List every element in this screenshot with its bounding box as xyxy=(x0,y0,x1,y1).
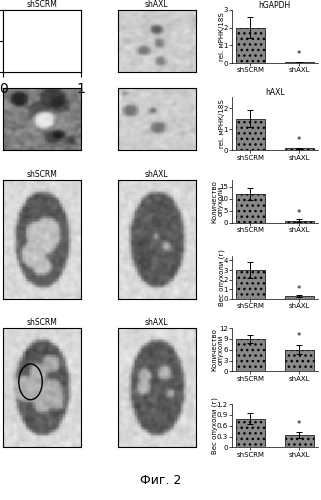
Bar xyxy=(285,220,314,223)
Text: *: * xyxy=(297,209,301,218)
Y-axis label: Количество
опухоли: Количество опухоли xyxy=(211,180,223,222)
Bar xyxy=(285,296,314,299)
Bar xyxy=(236,194,265,223)
Title: shSCRM: shSCRM xyxy=(27,170,58,179)
Bar xyxy=(285,350,314,372)
Title: hGAPDH: hGAPDH xyxy=(259,1,291,10)
Y-axis label: rel. мРНК/18S: rel. мРНК/18S xyxy=(219,100,225,148)
Y-axis label: rel. мРНК/18S: rel. мРНК/18S xyxy=(219,12,225,61)
Bar xyxy=(236,28,265,63)
Bar xyxy=(285,148,314,150)
Y-axis label: Вес опухоли (г): Вес опухоли (г) xyxy=(212,398,218,454)
Bar xyxy=(236,118,265,150)
Text: *: * xyxy=(297,332,301,340)
Title: shSCRM: shSCRM xyxy=(27,0,58,9)
Bar xyxy=(236,270,265,299)
Bar xyxy=(236,418,265,448)
Text: *: * xyxy=(297,136,301,145)
Y-axis label: Вес опухоли (г): Вес опухоли (г) xyxy=(219,249,225,306)
Title: shAXL: shAXL xyxy=(145,170,169,179)
Y-axis label: Количество
опухоли: Количество опухоли xyxy=(212,328,223,371)
Text: Фиг. 2: Фиг. 2 xyxy=(140,474,181,488)
Bar xyxy=(236,339,265,372)
Text: *: * xyxy=(297,50,301,58)
Bar xyxy=(285,435,314,448)
Title: shAXL: shAXL xyxy=(145,318,169,328)
Text: *: * xyxy=(297,285,301,294)
Title: shAXL: shAXL xyxy=(145,0,169,9)
Bar xyxy=(285,62,314,63)
Text: *: * xyxy=(297,420,301,430)
Title: shSCRM: shSCRM xyxy=(27,318,58,328)
Title: hAXL: hAXL xyxy=(265,88,285,98)
